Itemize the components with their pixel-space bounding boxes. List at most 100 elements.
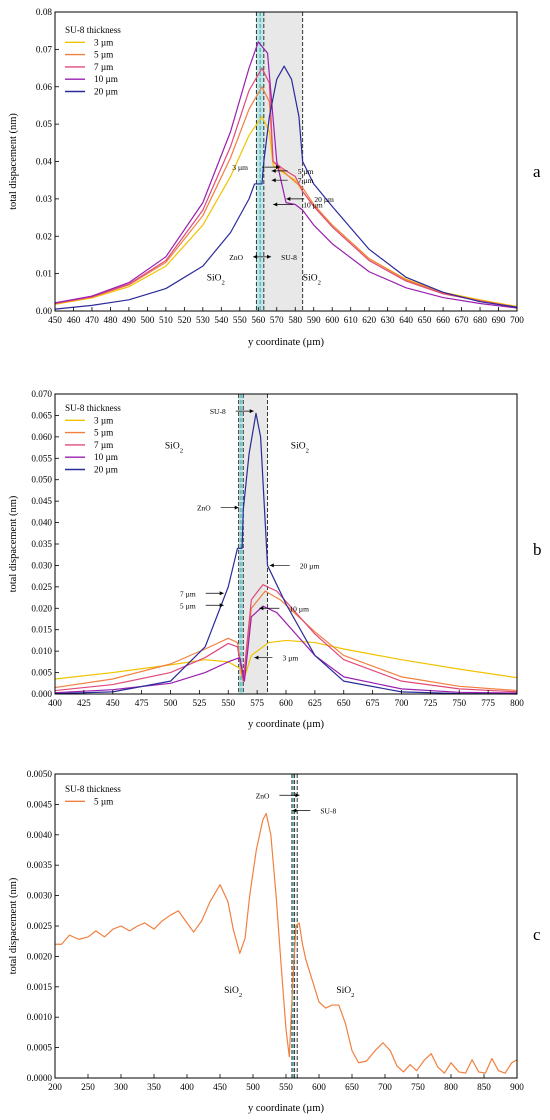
- legend-entry-0: 5 µm: [94, 796, 113, 806]
- annotation-label: 10 µm: [289, 604, 309, 613]
- annotation-arrow-head: [275, 165, 280, 170]
- x-tick-label: 475: [135, 698, 149, 708]
- x-tick-label: 500: [141, 315, 155, 325]
- y-tick-label: 0.0000: [27, 1073, 53, 1083]
- annotation-arrow-head: [219, 591, 224, 596]
- annotation-label: SiO2: [303, 273, 321, 286]
- x-tick-label: 560: [251, 315, 265, 325]
- legend-entry-4: 20 µm: [94, 87, 118, 97]
- annotation-arrow-head: [271, 178, 276, 183]
- y-tick-label: 0.0050: [27, 769, 53, 779]
- annotation-arrow-head: [292, 808, 297, 813]
- annotation-label: SiO2: [224, 986, 242, 999]
- x-tick-label: 650: [418, 315, 432, 325]
- legend-entry-2: 7 µm: [94, 440, 113, 450]
- legend-entry-1: 5 µm: [94, 50, 113, 60]
- x-tick-label: 670: [455, 315, 469, 325]
- y-tick-label: 0.03: [36, 194, 52, 204]
- series-line-2: [54, 67, 518, 308]
- annotation-arrow-head: [273, 202, 278, 207]
- annotation-label: SiO2: [291, 441, 309, 454]
- x-tick-label: 630: [381, 315, 395, 325]
- y-tick-label: 0.02: [36, 231, 52, 241]
- series-line-3: [54, 605, 518, 694]
- x-tick-label: 350: [147, 1082, 161, 1092]
- legend-entry-0: 3 µm: [94, 415, 113, 425]
- x-tick-label: 550: [221, 698, 235, 708]
- x-tick-label: 400: [48, 698, 62, 708]
- annotation-arrow-head: [234, 505, 239, 510]
- y-tick-label: 0.07: [36, 44, 52, 54]
- series-line-0: [54, 639, 518, 682]
- x-tick-label: 550: [233, 315, 247, 325]
- y-tick-label: 0.000: [31, 689, 52, 699]
- x-tick-label: 600: [312, 1082, 326, 1092]
- annotation-label: ZnO: [197, 504, 211, 513]
- x-tick-label: 680: [473, 315, 487, 325]
- annotation-label: SU-8: [281, 253, 297, 262]
- annotation-label: SU-8: [320, 806, 336, 815]
- y-tick-label: 0.0030: [27, 891, 53, 901]
- x-tick-label: 450: [106, 698, 120, 708]
- annotation-label: 5 µm: [298, 167, 314, 176]
- x-tick-label: 550: [279, 1082, 293, 1092]
- legend-entry-0: 3 µm: [94, 37, 113, 47]
- legend-title: SU-8 thickness: [65, 25, 121, 35]
- y-tick-label: 0.04: [36, 157, 52, 167]
- x-tick-label: 500: [246, 1082, 260, 1092]
- annotation-arrow-head: [249, 409, 254, 414]
- annotation-label: SU-8: [210, 407, 226, 416]
- y-axis-label: total dispacement (nm): [8, 877, 19, 974]
- x-tick-label: 500: [164, 698, 178, 708]
- x-tick-label: 640: [399, 315, 413, 325]
- x-tick-label: 650: [337, 698, 351, 708]
- x-tick-label: 700: [378, 1082, 392, 1092]
- legend-title: SU-8 thickness: [65, 784, 121, 794]
- x-tick-label: 520: [177, 315, 191, 325]
- x-tick-label: 675: [366, 698, 380, 708]
- series-line-4: [54, 412, 518, 695]
- y-tick-label: 0.0015: [27, 982, 53, 992]
- series-line-1: [54, 86, 518, 308]
- y-tick-label: 0.08: [36, 7, 52, 17]
- x-tick-label: 660: [436, 315, 450, 325]
- annotation-arrow-head: [295, 793, 300, 798]
- y-tick-label: 0.0035: [27, 860, 53, 870]
- annotation-label: 10 µm: [303, 200, 323, 209]
- x-tick-label: 470: [85, 315, 99, 325]
- y-axis-label: total dispacement (nm): [8, 113, 19, 210]
- x-tick-label: 450: [213, 1082, 227, 1092]
- x-tick-label: 750: [452, 698, 466, 708]
- x-tick-label: 200: [48, 1082, 62, 1092]
- annotation-label: 5 µm: [180, 601, 196, 610]
- annotation-label: SiO2: [336, 986, 354, 999]
- x-tick-label: 850: [477, 1082, 491, 1092]
- panel-label-b: b: [533, 540, 542, 559]
- y-tick-label: 0.065: [31, 410, 52, 420]
- y-tick-label: 0.015: [31, 625, 52, 635]
- x-tick-label: 620: [362, 315, 376, 325]
- y-tick-label: 0.020: [31, 603, 52, 613]
- chart-panel-a: 450 460 470 480 490 500 510 520 530 540 550 560 570 5…: [8, 7, 524, 348]
- x-tick-label: 800: [444, 1082, 458, 1092]
- y-tick-label: 0.055: [31, 453, 52, 463]
- x-tick-label: 425: [77, 698, 91, 708]
- series-line-3: [54, 41, 518, 309]
- y-tick-label: 0.0005: [27, 1043, 53, 1053]
- legend-title: SU-8 thickness: [65, 403, 121, 413]
- legend-entry-4: 20 µm: [94, 465, 118, 475]
- x-axis-label: y coordinate (µm): [248, 719, 325, 730]
- annotation-label: 7 µm: [180, 589, 196, 598]
- annotation-label: SiO2: [207, 273, 225, 286]
- plot-frame: [54, 393, 518, 695]
- y-tick-label: 0.06: [36, 82, 52, 92]
- x-tick-label: 600: [325, 315, 339, 325]
- series-line-0: [55, 812, 518, 1074]
- y-tick-label: 0.035: [31, 539, 52, 549]
- y-tick-label: 0.070: [31, 389, 52, 399]
- y-tick-label: 0.0045: [27, 799, 53, 809]
- annotation-arrow-head: [271, 168, 276, 173]
- annotation-arrow-head: [269, 563, 274, 568]
- y-tick-label: 0.060: [31, 432, 52, 442]
- y-tick-label: 0.045: [31, 496, 52, 506]
